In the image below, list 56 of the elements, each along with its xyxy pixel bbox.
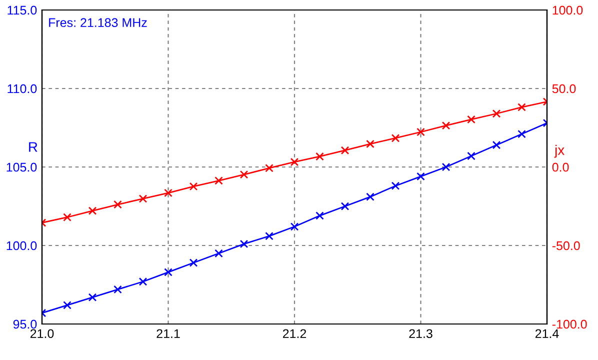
- y-tick-label: 95.0: [13, 320, 37, 329]
- annotation: Fres: 21.183 MHz: [49, 18, 147, 28]
- x-tick-label: 21.1: [156, 329, 180, 338]
- y-tick-label: 100.0: [6, 241, 37, 250]
- y2-tick-label: 50.0: [552, 84, 576, 94]
- point: [340, 202, 350, 210]
- point: [442, 162, 450, 172]
- point: [518, 103, 526, 112]
- point: [467, 115, 476, 124]
- y2-axis-title: jx: [554, 144, 564, 158]
- point: [114, 285, 122, 294]
- point: [265, 164, 274, 172]
- x-tick-label: 21.2: [282, 329, 306, 338]
- point: [63, 213, 72, 222]
- point: [138, 277, 148, 286]
- point: [366, 192, 374, 201]
- point: [316, 212, 324, 220]
- point: [164, 188, 172, 198]
- point: [88, 293, 97, 302]
- y2-tick-label: 100.0: [552, 6, 583, 15]
- point: [88, 206, 97, 215]
- point: [214, 176, 223, 185]
- y-tick-label: 110.0: [8, 84, 37, 94]
- y-axis-title: R: [29, 142, 38, 152]
- x-tick-label: 21.3: [409, 329, 432, 338]
- point: [189, 258, 198, 267]
- point: [164, 268, 172, 276]
- point: [316, 152, 324, 161]
- point: [114, 200, 122, 209]
- point: [290, 158, 299, 166]
- point: [366, 140, 374, 148]
- point: [189, 182, 198, 191]
- point: [138, 194, 148, 203]
- point: [492, 140, 501, 150]
- point: [391, 134, 400, 142]
- y-tick-label: 115.0: [8, 6, 37, 15]
- y2-tick-label: 0.0: [552, 162, 569, 172]
- point: [240, 240, 248, 248]
- point: [214, 249, 223, 258]
- point: [467, 152, 476, 160]
- point: [240, 170, 248, 179]
- x-tick-label: 21.0: [30, 329, 54, 338]
- point: [290, 222, 299, 231]
- y-tick-label: 105.0: [6, 162, 37, 172]
- point: [340, 146, 350, 155]
- point: [416, 128, 425, 136]
- point: [442, 121, 450, 130]
- point: [416, 172, 425, 181]
- point: [518, 130, 526, 138]
- point: [492, 109, 501, 118]
- point: [265, 232, 274, 240]
- x-tick-label: 21.4: [535, 329, 559, 338]
- point: [391, 182, 400, 190]
- point: [63, 300, 72, 310]
- y2-tick-label: -100.0: [552, 320, 587, 329]
- y2-tick-label: -50.0: [552, 241, 580, 250]
